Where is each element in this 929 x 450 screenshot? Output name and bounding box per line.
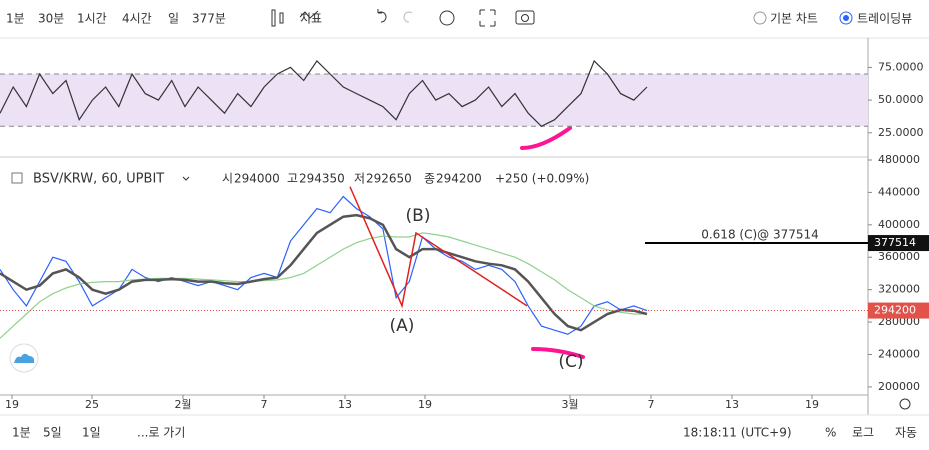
interval-button[interactable]: 일 bbox=[168, 12, 179, 26]
y-tick-label: 200000 bbox=[878, 380, 920, 393]
series-line bbox=[0, 213, 648, 332]
y-tick-label: 320000 bbox=[878, 283, 920, 296]
y-tick-label: 360000 bbox=[878, 250, 920, 263]
y-tick-label: 440000 bbox=[878, 185, 920, 198]
view-basic[interactable]: 기본 차트 bbox=[770, 12, 818, 26]
ohlc-value: 294000 bbox=[234, 172, 280, 186]
clock: 18:18:11 (UTC+9) bbox=[683, 426, 792, 440]
range-button[interactable]: 5일 bbox=[43, 426, 62, 440]
logo-cloud bbox=[14, 353, 35, 363]
series-line bbox=[0, 59, 648, 128]
fib-label: 0.618 (C)@ 377514 bbox=[701, 228, 819, 242]
highlight-stroke bbox=[531, 347, 585, 359]
ohlc-label: 종 bbox=[424, 172, 435, 186]
last-price: 294200 bbox=[874, 304, 916, 317]
snapshot-lens bbox=[521, 14, 529, 22]
x-tick-label: 13 bbox=[338, 398, 352, 411]
last-price-box bbox=[868, 302, 929, 319]
x-tick-label: 19 bbox=[418, 398, 432, 411]
x-tick-label: 2월 bbox=[174, 398, 191, 411]
redo-icon[interactable] bbox=[403, 11, 413, 23]
collapse-icon[interactable] bbox=[11, 172, 23, 184]
x-tick-label: 25 bbox=[85, 398, 99, 411]
fib-price: 377514 bbox=[874, 236, 916, 249]
change: +250 (+0.09%) bbox=[495, 172, 589, 186]
x-tick-label: 7 bbox=[261, 398, 268, 411]
interval-button[interactable]: 1시간 bbox=[77, 12, 107, 26]
y-tick-label: 25.0000 bbox=[878, 126, 924, 139]
wave-label: (A) bbox=[390, 316, 415, 336]
fib-price-box bbox=[868, 235, 929, 252]
range-button[interactable]: 1일 bbox=[82, 426, 101, 440]
indicator-icon[interactable] bbox=[299, 10, 319, 19]
wave-label: (B) bbox=[406, 206, 431, 226]
axis-settings[interactable] bbox=[899, 398, 911, 410]
x-tick-label: 19 bbox=[5, 398, 19, 411]
view-tradingview[interactable]: 트레이딩뷰 bbox=[857, 12, 912, 26]
y-tick-label: 400000 bbox=[878, 218, 920, 231]
ohlc-label: 시 bbox=[222, 172, 233, 186]
series-line bbox=[0, 232, 647, 339]
x-tick-label: 13 bbox=[725, 398, 739, 411]
ohlc-value: 294200 bbox=[436, 172, 482, 186]
snapshot-icon[interactable] bbox=[515, 10, 535, 25]
y-tick-label: 50.0000 bbox=[878, 93, 924, 106]
fullscreen-icon[interactable] bbox=[479, 9, 496, 27]
x-tick-label: 19 bbox=[805, 398, 819, 411]
y-tick-label: 240000 bbox=[878, 347, 920, 360]
range-button[interactable]: 1분 bbox=[12, 426, 31, 440]
settings-icon[interactable] bbox=[439, 10, 455, 26]
series-line bbox=[0, 195, 648, 335]
candle-icon[interactable] bbox=[271, 9, 276, 27]
x-tick-label: 7 bbox=[648, 398, 655, 411]
scale-option[interactable]: 자동 bbox=[895, 426, 917, 440]
radio-tv[interactable] bbox=[839, 11, 853, 25]
undo-icon[interactable] bbox=[377, 9, 387, 23]
interval-button[interactable]: 377분 bbox=[192, 12, 226, 26]
ohlc-value: 292650 bbox=[366, 172, 412, 186]
interval-button[interactable]: 1분 bbox=[6, 12, 25, 26]
goto-button[interactable]: ...로 가기 bbox=[137, 426, 185, 440]
symbol-caret[interactable] bbox=[182, 176, 190, 181]
rsi-band bbox=[0, 73, 868, 127]
x-tick-label: 3월 bbox=[561, 398, 578, 411]
scale-option[interactable]: 로그 bbox=[852, 426, 874, 440]
y-tick-label: 75.0000 bbox=[878, 60, 924, 73]
scale-option[interactable]: % bbox=[825, 426, 836, 440]
interval-button[interactable]: 30분 bbox=[38, 12, 64, 26]
wave-line bbox=[349, 186, 528, 309]
radio-tv-dot bbox=[843, 15, 849, 21]
ohlc-value: 294350 bbox=[299, 172, 345, 186]
ohlc-label: 고 bbox=[287, 172, 298, 186]
highlight-stroke bbox=[520, 126, 572, 150]
radio-basic[interactable] bbox=[753, 11, 767, 25]
wave-label: (C) bbox=[558, 352, 583, 372]
candle-icon[interactable] bbox=[279, 12, 284, 24]
y-tick-label: 480000 bbox=[878, 153, 920, 166]
interval-button[interactable]: 4시간 bbox=[122, 12, 152, 26]
symbol[interactable]: BSV/KRW, 60, UPBIT bbox=[33, 172, 164, 187]
indicator-button[interactable]: 지표 bbox=[300, 12, 322, 26]
ohlc-label: 저 bbox=[354, 172, 365, 186]
